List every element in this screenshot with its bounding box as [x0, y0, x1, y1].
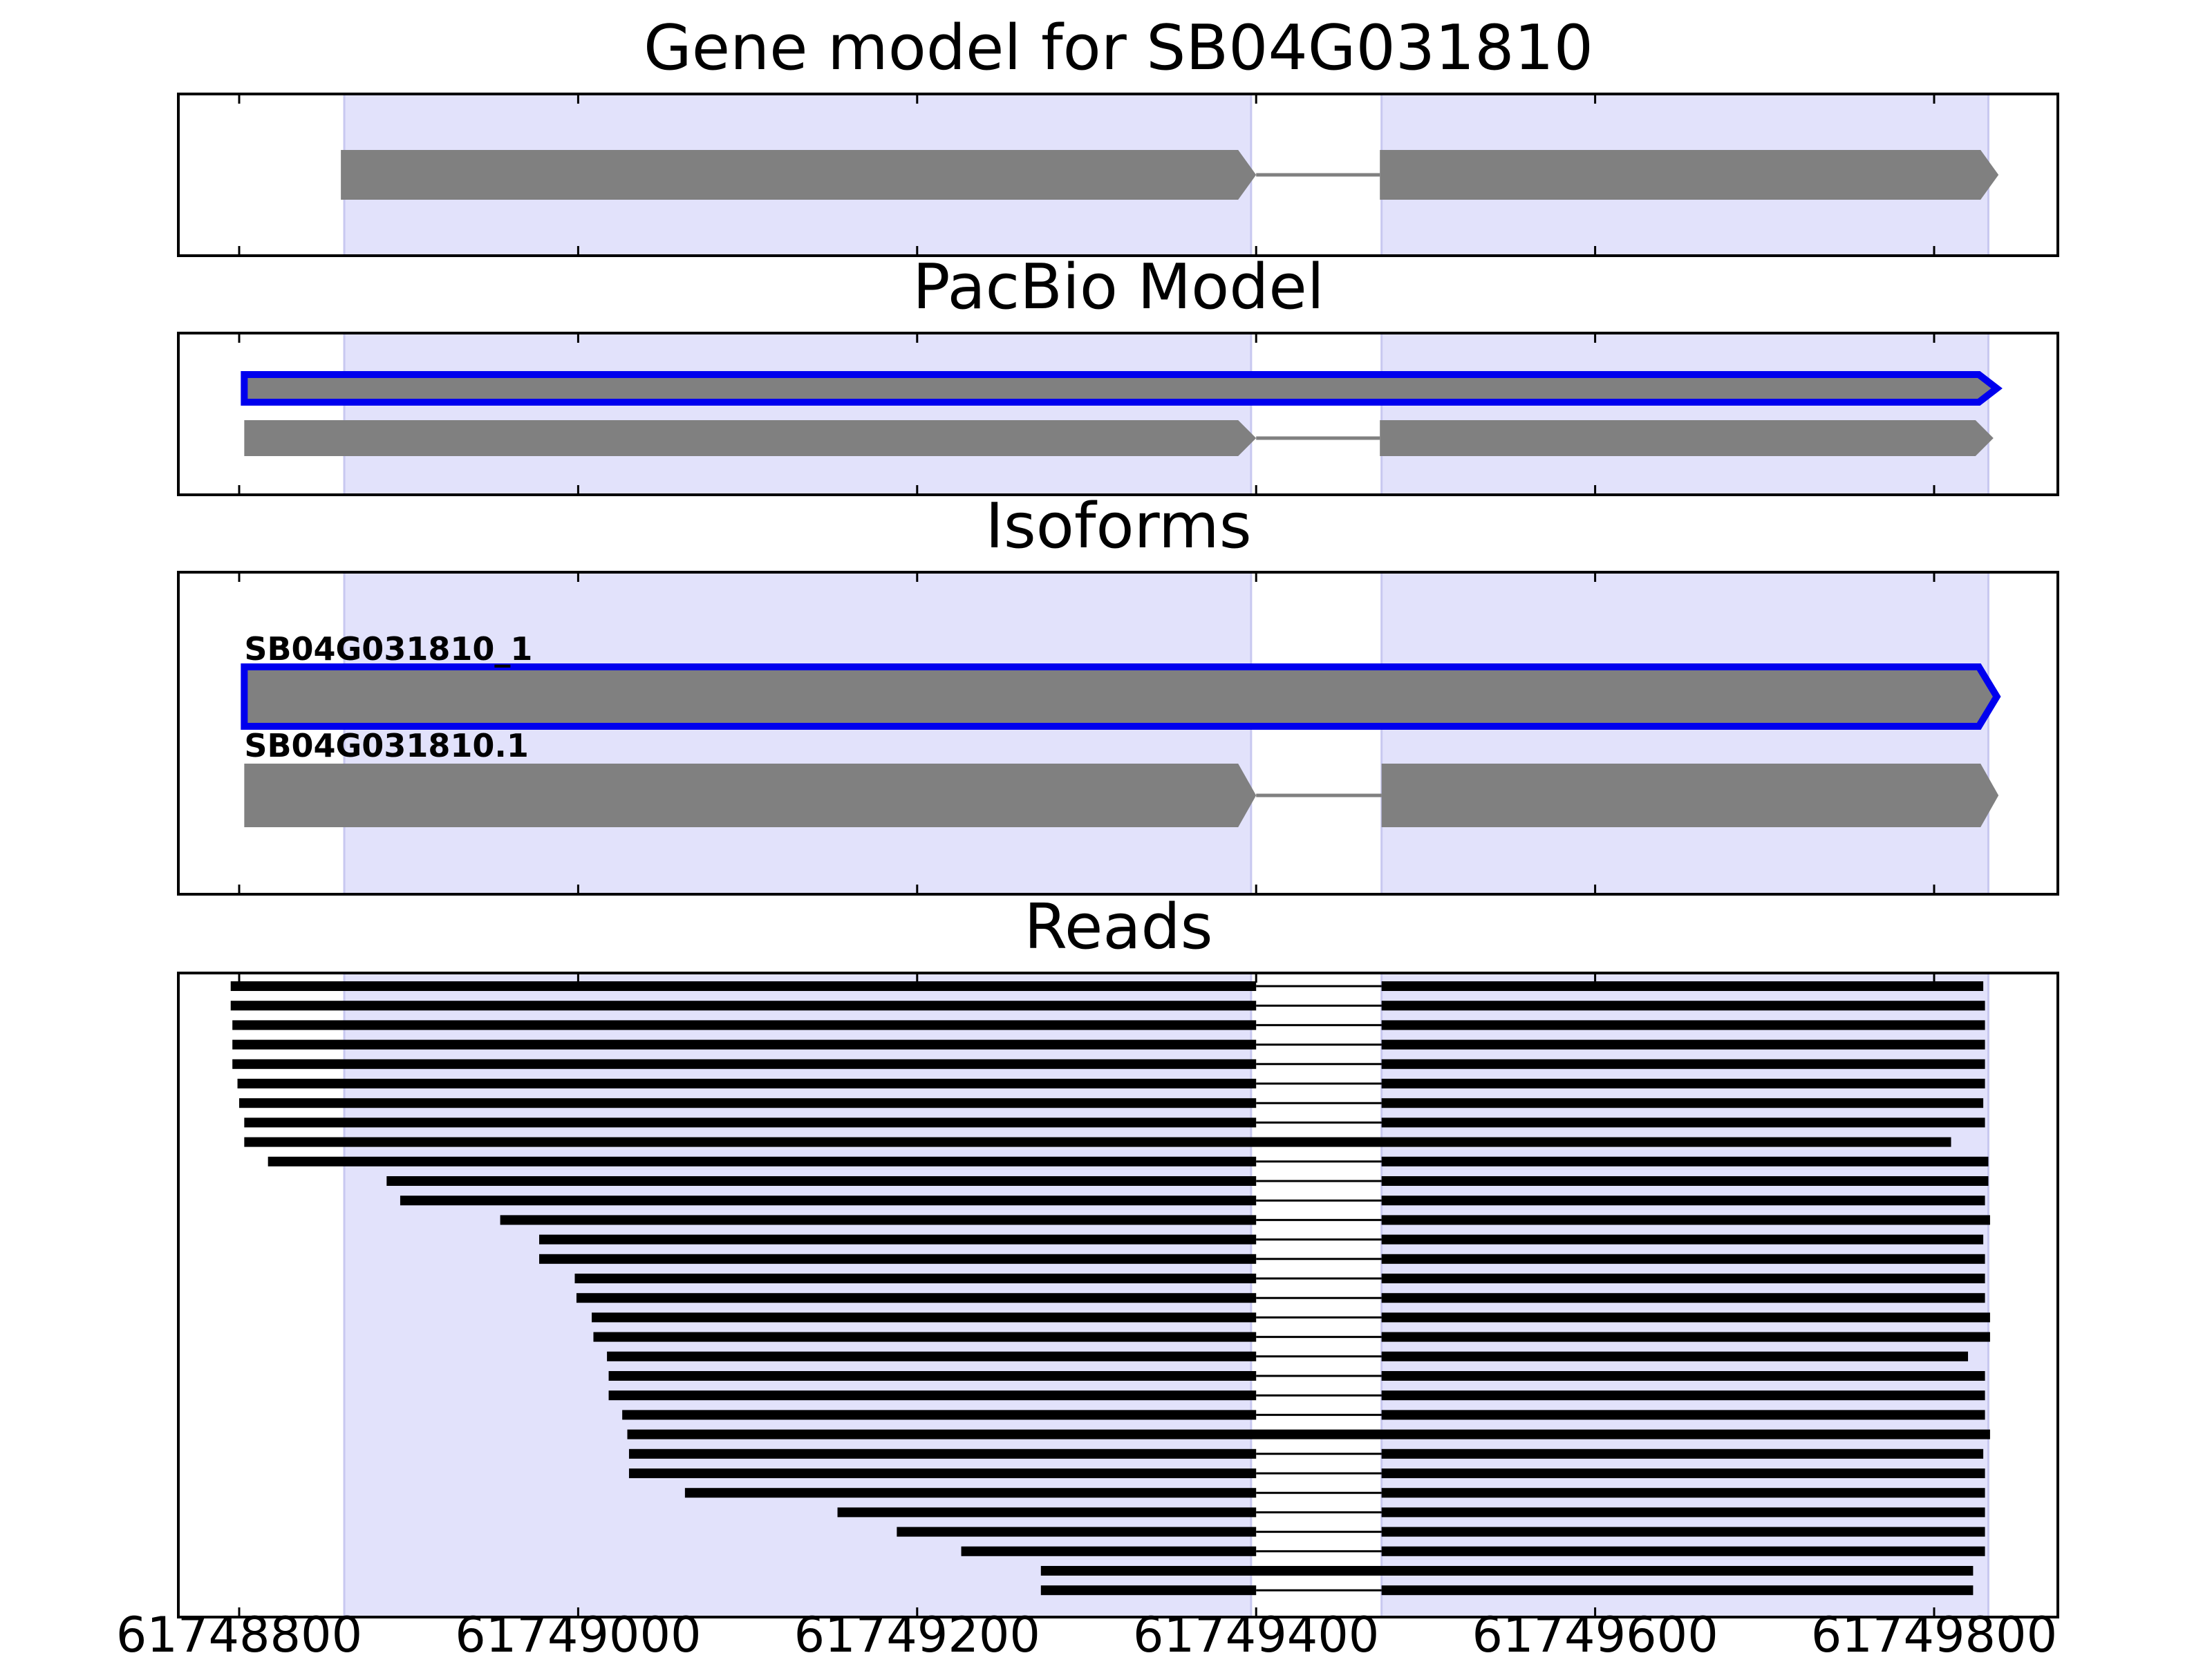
read-segment	[1381, 1196, 1985, 1206]
shaded-exon-region	[1380, 332, 1989, 496]
panel-1: Gene model for SB04G031810	[177, 12, 2059, 257]
read-segment	[1381, 1156, 1989, 1167]
read-segment	[1381, 1254, 1985, 1264]
read-segment	[1381, 1293, 1985, 1303]
read-segment	[1040, 1566, 1974, 1576]
read-segment	[1381, 1390, 1985, 1401]
read-segment	[230, 1001, 1257, 1011]
read-segment	[239, 1098, 1257, 1108]
read-segment	[1381, 1371, 1985, 1381]
isoform-label: SB04G031810_1	[244, 630, 532, 668]
read-segment	[592, 1312, 1257, 1323]
read-segment	[628, 1448, 1257, 1459]
panel-frame	[177, 93, 2059, 257]
read-segment	[244, 1117, 1257, 1128]
read-segment	[1381, 1448, 1984, 1459]
panel-frame	[177, 571, 2059, 896]
highlighted-exon	[241, 663, 2001, 730]
exon	[244, 420, 1257, 456]
exon	[1380, 420, 1994, 456]
read-segment	[1381, 1312, 1990, 1323]
read-segment	[1381, 1332, 1990, 1342]
x-tick-label: 61749000	[455, 1607, 701, 1659]
read-segment	[232, 1020, 1257, 1030]
panel-frame	[177, 972, 2059, 1618]
read-segment	[1381, 1215, 1990, 1225]
highlighted-exon	[241, 371, 2003, 406]
x-tick-label: 61748800	[116, 1607, 362, 1659]
read-segment	[574, 1274, 1257, 1283]
panel-3: Isoforms SB04G031810_1 SB04G031810.1	[177, 490, 2059, 896]
x-tick-label: 61749200	[794, 1607, 1040, 1659]
read-segment	[1381, 1079, 1985, 1088]
panel-2: PacBio Model	[177, 251, 2059, 496]
shaded-exon-region	[1380, 571, 1989, 896]
read-segment	[1381, 1098, 1984, 1108]
read-segment	[539, 1234, 1257, 1245]
read-segment	[897, 1527, 1257, 1537]
read-segment	[1381, 1001, 1985, 1011]
read-segment	[607, 1351, 1257, 1361]
read-segment	[539, 1254, 1257, 1264]
read-segment	[244, 1137, 1951, 1147]
x-tick-label: 61749400	[1133, 1607, 1379, 1659]
read-segment	[386, 1176, 1257, 1186]
exon	[1381, 764, 1999, 827]
read-segment	[232, 1059, 1257, 1069]
read-segment	[1381, 1351, 1969, 1361]
shaded-exon-region	[343, 571, 1253, 896]
panel-title: PacBio Model	[912, 251, 1324, 323]
read-segment	[230, 981, 1257, 991]
read-segment	[1381, 1059, 1985, 1069]
read-segment	[1381, 1039, 1985, 1050]
read-segment	[1381, 1234, 1984, 1245]
read-segment	[1381, 1117, 1985, 1128]
panel-title: Isoforms	[985, 490, 1251, 563]
read-segment	[1381, 1546, 1985, 1556]
read-segment	[684, 1488, 1257, 1498]
read-segment	[837, 1507, 1257, 1518]
read-segment	[1381, 1507, 1985, 1518]
read-segment	[961, 1546, 1257, 1556]
read-segment	[232, 1039, 1257, 1050]
x-tick-label: 61749800	[1811, 1607, 2057, 1659]
panel-title: Reads	[1024, 891, 1212, 963]
read-segment	[237, 1079, 1257, 1088]
read-segment	[1381, 1410, 1985, 1420]
read-segment	[622, 1410, 1257, 1420]
exon	[244, 764, 1257, 827]
read-segment	[608, 1371, 1257, 1381]
read-segment	[1040, 1585, 1257, 1596]
exon	[341, 150, 1257, 200]
read-segment	[1381, 1585, 1974, 1596]
exon	[1380, 150, 1999, 200]
read-segment	[1381, 1469, 1985, 1478]
read-segment	[400, 1196, 1257, 1206]
read-segment	[593, 1332, 1257, 1342]
read-segment	[268, 1156, 1257, 1167]
read-segment	[1381, 1527, 1985, 1537]
read-segment	[1381, 1488, 1985, 1498]
shaded-exon-region	[343, 332, 1253, 496]
read-segment	[608, 1390, 1257, 1401]
read-segment	[628, 1469, 1257, 1478]
panel-title: Gene model for SB04G031810	[644, 12, 1593, 84]
panel-frame	[177, 332, 2059, 496]
panel-4: Reads	[177, 891, 2059, 1618]
x-tick-label: 61749600	[1472, 1607, 1718, 1659]
read-segment	[500, 1215, 1257, 1225]
isoform-label: SB04G031810.1	[244, 727, 528, 764]
read-segment	[1381, 1020, 1985, 1030]
read-segment	[1381, 1274, 1985, 1283]
read-segment	[1381, 1176, 1989, 1186]
read-segment	[627, 1429, 1990, 1439]
read-segment	[576, 1293, 1257, 1303]
read-segment	[1381, 981, 1984, 991]
